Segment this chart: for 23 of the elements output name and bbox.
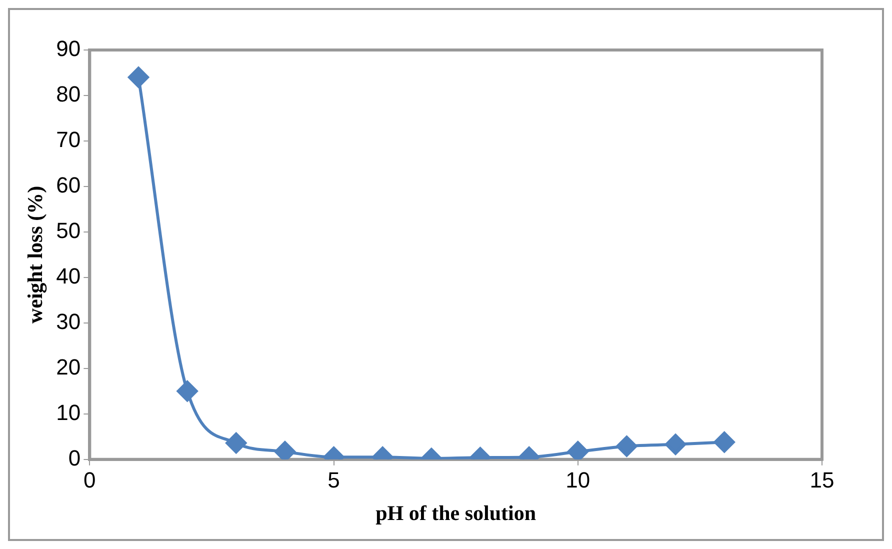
y-tick-label: 70: [56, 127, 81, 152]
y-tick-label: 30: [56, 308, 81, 334]
y-tick-label: 20: [56, 354, 81, 380]
y-tick-label: 80: [56, 82, 81, 107]
y-tick-label: 10: [56, 400, 81, 425]
point: [128, 66, 149, 88]
y-axis-title: weight loss (%): [23, 186, 48, 324]
point: [176, 380, 198, 402]
point: [616, 436, 638, 457]
y-tick-label: 40: [56, 264, 81, 289]
x-tick-label: 5: [328, 468, 340, 493]
point: [567, 441, 588, 460]
y-tick-label: 0: [68, 445, 81, 470]
y-tick-label: 50: [56, 218, 81, 244]
x-tick-label: 15: [810, 468, 834, 493]
y-tick-label: 60: [56, 172, 81, 198]
point: [665, 434, 686, 455]
y-tick-label: 90: [56, 36, 81, 62]
point: [274, 441, 296, 460]
x-tick-label: 10: [566, 468, 590, 493]
x-axis-title: pH of the solution: [376, 500, 536, 525]
point: [714, 432, 735, 453]
point: [226, 432, 247, 454]
